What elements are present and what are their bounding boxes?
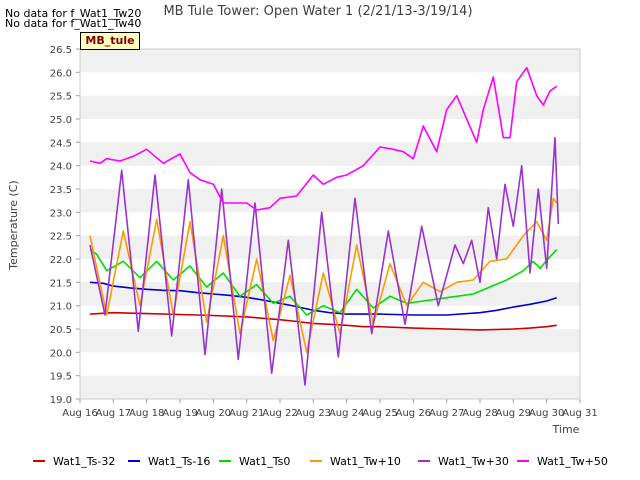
y-axis-label: Temperature (C) [7,180,20,270]
no-data-note-2: No data for f_Wat1_Tw40 [5,17,142,30]
grid-band [80,142,580,166]
chart-title: MB Tule Tower: Open Water 1 (2/21/13-3/1… [163,4,472,19]
grid-band [80,95,580,119]
x-tick-label: Aug 30 [529,408,564,419]
x-axis-label: Time [552,423,580,436]
x-tick-label: Aug 20 [196,408,231,419]
x-tick-label: Aug 24 [329,408,364,419]
grid-band [80,235,580,259]
x-tick-label: Aug 23 [296,408,331,419]
legend-label: Wat1_Ts-16 [148,455,210,468]
grid-band [80,282,580,306]
legend-label: Wat1_Tw+10 [330,455,401,468]
x-tick-label: Aug 26 [396,408,431,419]
y-tick-label: 25.0 [50,115,72,126]
no-data-note-1: No data for f_Wat1_Tw20 [5,7,142,20]
y-tick-label: 19.5 [50,372,72,383]
x-tick-label: Aug 17 [96,408,131,419]
x-tick-label: Aug 19 [162,408,197,419]
y-tick-label: 20.5 [50,325,72,336]
x-tick-label: Aug 27 [429,408,464,419]
y-tick-label: 20.0 [50,348,72,359]
y-tick-label: 23.0 [50,208,72,219]
x-tick-label: Aug 21 [229,408,264,419]
x-tick-label: Aug 28 [462,408,497,419]
y-tick-label: 26.5 [50,45,72,56]
plot-frame [79,48,581,400]
y-tick-label: 21.0 [50,302,72,313]
y-tick-label: 24.0 [50,162,72,173]
x-tick-label: Aug 22 [262,408,297,419]
series-line-Wat1_Tw+30 [89,136,560,386]
series-line-Wat1_Ts0 [89,249,558,316]
y-tick-label: 24.5 [50,138,72,149]
series-line-Wat1_Ts-16 [89,281,557,316]
y-tick-label: 22.0 [50,255,72,266]
legend-label: Wat1_Tw+50 [537,455,608,468]
legend-label: Wat1_Ts0 [239,455,290,468]
x-tick-label: Aug 18 [129,408,164,419]
x-tick-label: Aug 16 [62,408,97,419]
x-tick-label: Aug 25 [362,408,397,419]
grid-band [80,329,580,353]
legend-label: Wat1_Tw+30 [438,455,509,468]
y-tick-label: 19.0 [50,395,72,406]
series-line-Wat1_Tw+50 [89,66,558,211]
y-tick-label: 26.0 [50,68,72,79]
y-tick-label: 21.5 [50,278,72,289]
grid-band [80,49,580,73]
x-tick-label: Aug 31 [562,408,597,419]
y-tick-label: 25.5 [50,92,72,103]
grid-band [80,189,580,213]
y-tick-label: 22.5 [50,232,72,243]
y-tick-label: 23.5 [50,185,72,196]
grid-band [80,375,580,399]
site-tag: MB_tule [80,32,140,50]
x-tick-label: Aug 29 [496,408,531,419]
legend-label: Wat1_Ts-32 [53,455,115,468]
